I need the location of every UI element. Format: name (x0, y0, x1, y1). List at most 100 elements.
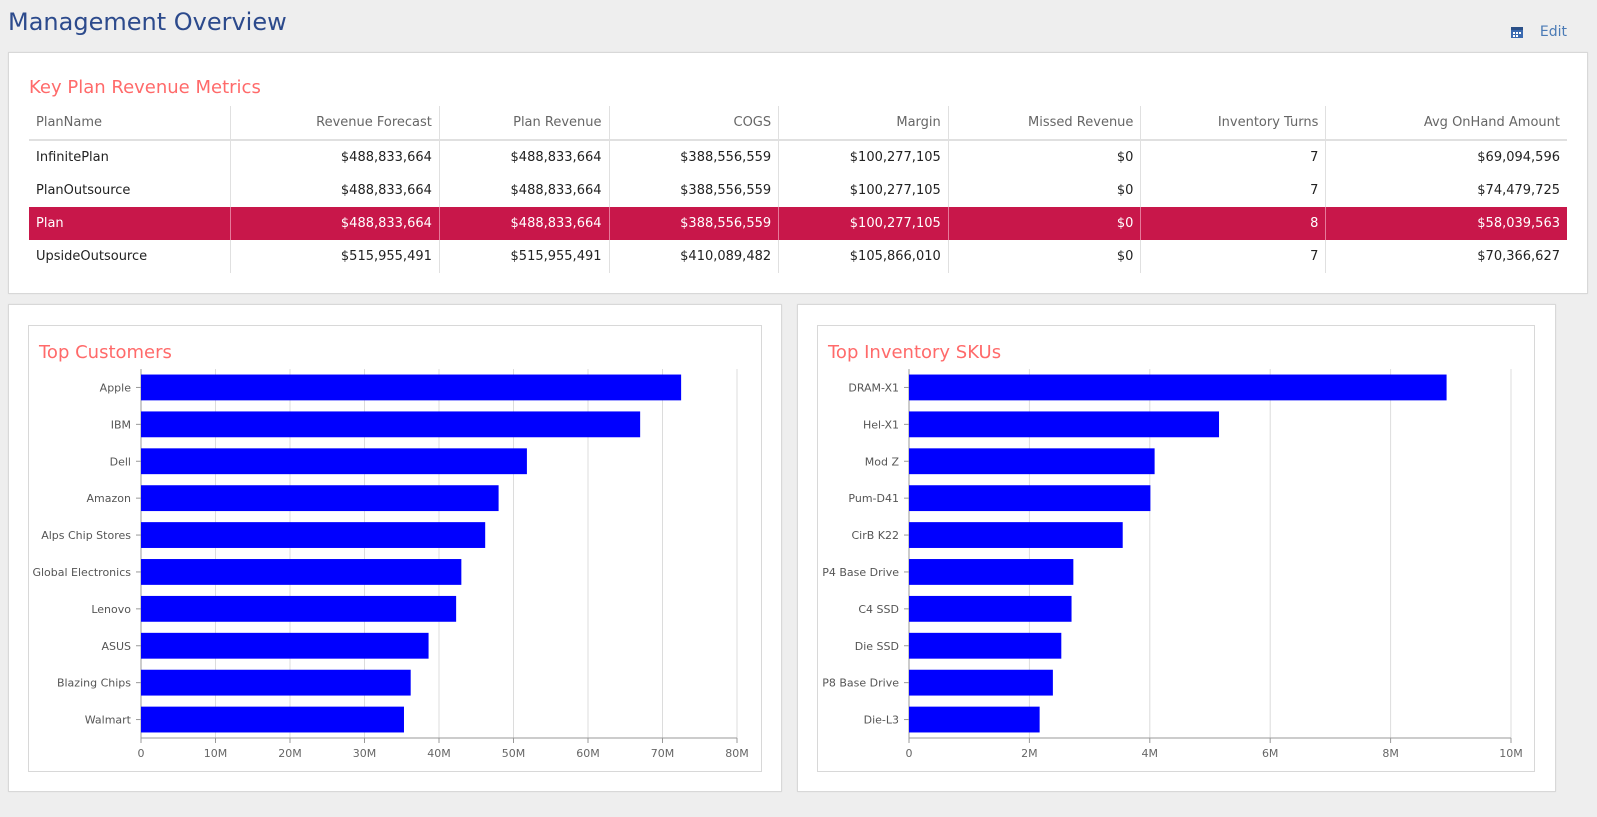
category-label: P4 Base Drive (822, 566, 899, 579)
top-inventory-chart: Top Inventory SKUs 0 2M 4M 6M 8M 10M DRAM-X1 Hel… (817, 325, 1535, 772)
edit-controls: Edit (1510, 24, 1567, 40)
x-tick-label: 50M (502, 747, 526, 760)
category-label: Lenovo (91, 603, 131, 616)
col-inventory-turns-cell: 7 (1140, 240, 1326, 273)
top-inventory-panel: Top Inventory SKUs 0 2M 4M 6M 8M 10M DRAM-X1 Hel… (797, 304, 1556, 792)
col-inventory-turns-cell: 8 (1140, 207, 1326, 240)
top-customers-panel: Top Customers 0 10M 20M 30M 40M 50M 60M 70M 80M Ap… (8, 304, 782, 792)
col-plan-revenue-cell: $488,833,664 (438, 140, 610, 174)
col-avg-onhand-cell: $58,039,563 (1325, 207, 1567, 240)
col-revenue-forecast-header[interactable]: Revenue Forecast (229, 106, 440, 141)
col-planname-cell: UpsideOutsource (36, 249, 148, 264)
bar[interactable] (141, 448, 527, 475)
col-missed-revenue-header[interactable]: Missed Revenue (947, 106, 1141, 141)
bar[interactable] (141, 485, 499, 512)
x-tick-label: 0 (138, 747, 145, 760)
edit-button[interactable]: Edit (1539, 24, 1567, 40)
bar[interactable] (909, 669, 1053, 696)
col-cogs-cell: $388,556,559 (608, 140, 779, 174)
col-revenue-forecast-cell: $488,833,664 (229, 207, 440, 240)
x-tick-label: 10M (204, 747, 228, 760)
col-cogs-cell: $388,556,559 (608, 174, 779, 207)
col-avg-onhand-cell: $70,366,627 (1325, 240, 1567, 273)
col-inventory-turns-cell: 7 (1140, 140, 1326, 174)
col-plan-revenue-cell: $515,955,491 (438, 240, 610, 273)
col-margin-cell: $100,277,105 (778, 174, 949, 207)
col-avg-onhand-cell: $74,479,725 (1325, 174, 1567, 207)
col-planname-cell: Plan (29, 207, 231, 240)
category-label: Hel-X1 (863, 418, 899, 431)
category-label: ASUS (101, 640, 131, 653)
x-tick-label: 6M (1262, 747, 1279, 760)
bar[interactable] (141, 632, 429, 659)
col-cogs-cell: $388,556,559 (608, 207, 779, 240)
bar[interactable] (909, 706, 1040, 733)
x-tick-label: 4M (1142, 747, 1159, 760)
col-inventory-turns-cell: 7 (1140, 174, 1326, 207)
table-row[interactable]: PlanOutsource $488,833,664 $488,833,664 $38… (29, 174, 1567, 207)
category-label: Pum-D41 (848, 492, 899, 505)
category-label: Blazing Chips (57, 677, 131, 690)
col-planname-header[interactable]: PlanName (29, 106, 231, 141)
metrics-panel: Key Plan Revenue Metrics PlanName Revenue… (8, 52, 1588, 294)
bar[interactable] (141, 706, 404, 733)
x-tick-label: 8M (1382, 747, 1399, 760)
category-label: Walmart (85, 714, 132, 727)
category-label: Apple (100, 381, 132, 394)
bar[interactable] (909, 595, 1072, 622)
col-plan-revenue-header[interactable]: Plan Revenue (438, 106, 610, 141)
category-label: Amazon (87, 492, 131, 505)
bar[interactable] (909, 632, 1062, 659)
col-inventory-turns-header[interactable]: Inventory Turns (1140, 106, 1326, 141)
col-plan-revenue-cell: $488,833,664 (438, 174, 610, 207)
table-header-row: PlanName Revenue Forecast Plan Revenue COGS… (29, 106, 1567, 141)
x-tick-label: 0 (906, 747, 913, 760)
bar[interactable] (141, 522, 486, 548)
category-label: C4 SSD (858, 603, 899, 616)
col-avg-onhand-header[interactable]: Avg OnHand Amount (1325, 106, 1567, 141)
x-tick-label: 2M (1021, 747, 1038, 760)
bar[interactable] (909, 559, 1074, 585)
bar[interactable] (141, 595, 457, 622)
category-label: Dell (110, 455, 131, 468)
col-missed-revenue-cell: $0 (947, 207, 1141, 240)
col-missed-revenue-cell: $0 (947, 240, 1141, 273)
col-missed-revenue-cell: $0 (947, 174, 1141, 207)
category-label: IBM (111, 418, 131, 431)
col-margin-header[interactable]: Margin (778, 106, 949, 141)
bar[interactable] (141, 374, 682, 401)
bar[interactable] (909, 374, 1447, 401)
top-inventory-svg: Top Inventory SKUs 0 2M 4M 6M 8M 10M DRAM-X1 Hel… (822, 342, 1523, 760)
x-tick-label: 20M (278, 747, 302, 760)
table-row[interactable]: Plan $488,833,664 $488,833,664 $388,556,559… (29, 207, 1567, 240)
top-customers-chart: Top Customers 0 10M 20M 30M 40M 50M 60M 70M 80M Ap… (28, 325, 762, 772)
bar[interactable] (141, 559, 462, 585)
col-margin-cell: $100,277,105 (778, 140, 949, 174)
col-cogs-header[interactable]: COGS (608, 106, 779, 141)
top-customers-svg: Top Customers 0 10M 20M 30M 40M 50M 60M 70M 80M Ap… (32, 342, 749, 760)
calendar-icon[interactable] (1510, 25, 1524, 39)
table-row[interactable]: InfinitePlan $488,833,664 $488,833,664 $388… (29, 140, 1567, 174)
category-label: P8 Base Drive (822, 677, 899, 690)
bar[interactable] (141, 411, 641, 438)
bar[interactable] (909, 522, 1123, 548)
x-tick-label: 30M (353, 747, 377, 760)
bar[interactable] (909, 411, 1220, 438)
metrics-title: Key Plan Revenue Metrics (29, 77, 261, 98)
chart-title: Top Customers (38, 342, 172, 363)
category-label: Die-L3 (864, 714, 899, 727)
x-tick-label: 40M (427, 747, 451, 760)
col-margin-cell: $105,866,010 (778, 240, 949, 273)
bar[interactable] (141, 669, 411, 696)
table-row[interactable]: UpsideOutsource $515,955,491 $515,955,491 $… (29, 240, 1567, 273)
metrics-table: PlanName Revenue Forecast Plan Revenue COGS… (29, 106, 1567, 273)
bar[interactable] (909, 448, 1155, 475)
col-margin-cell: $100,277,105 (778, 207, 949, 240)
x-tick-label: 10M (1499, 747, 1523, 760)
x-tick-label: 80M (725, 747, 749, 760)
page-title: Management Overview (8, 8, 287, 36)
chart-title: Top Inventory SKUs (827, 342, 1001, 363)
col-cogs-cell: $410,089,482 (608, 240, 779, 273)
bar[interactable] (909, 485, 1151, 512)
category-label: DRAM-X1 (848, 381, 899, 394)
